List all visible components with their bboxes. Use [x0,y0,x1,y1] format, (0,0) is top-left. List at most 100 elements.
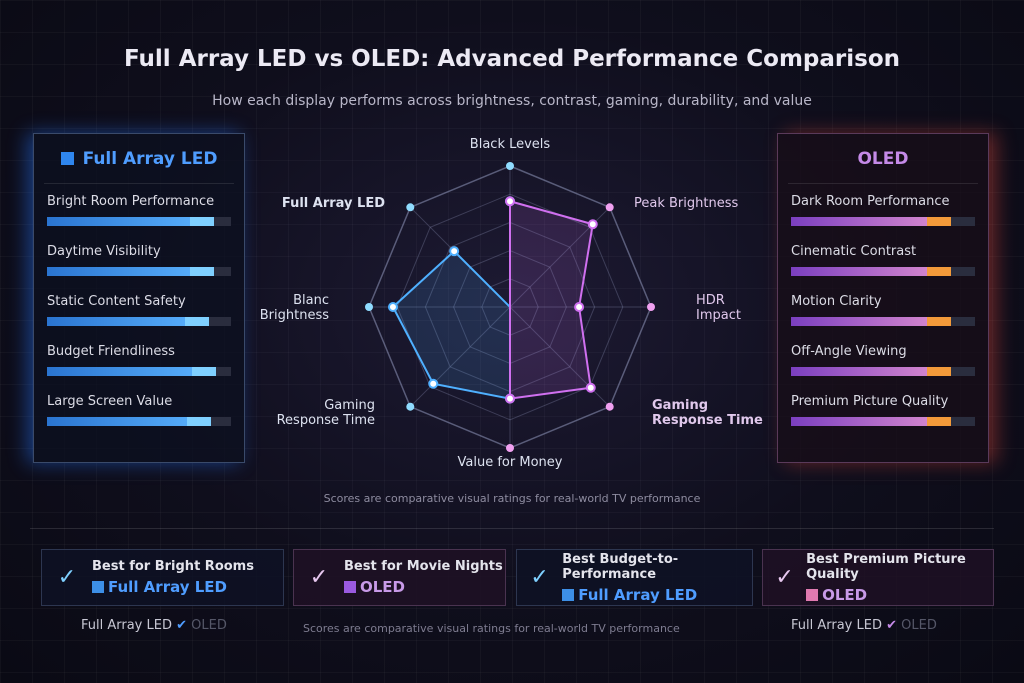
metric-bar-fill [791,367,952,376]
card-winner: OLED [360,578,406,596]
metric-bar [791,267,975,276]
metric-bar-fill [47,317,209,326]
divider [30,528,994,529]
card-title: Best Premium Picture Quality [806,551,966,582]
radar-axis-label: Response Time [277,413,375,428]
metric-label: Daytime Visibility [47,244,161,259]
radar-axis-node [406,402,415,411]
metric-badge [927,217,952,226]
winner-swatch [344,581,356,593]
radar-series-oled [509,199,594,400]
metric-badge [927,267,952,276]
metric-badge [184,317,209,326]
metric-row: Premium Picture Quality [778,384,988,434]
radar-axis-label: Peak Brightness [634,196,738,211]
metric-bar-fill [47,267,215,276]
radar-axis-label: Gaming [652,398,708,413]
radar-spoke [409,306,511,408]
footer-note: Scores are comparative visual ratings fo… [303,622,680,635]
metric-row: Static Content Safety [34,284,244,334]
metric-bar [791,217,975,226]
radar-data-point [505,196,515,207]
metric-bar [791,367,975,376]
page-title: Full Array LED vs OLED: Advanced Perform… [123,46,900,72]
radar-axis-node [647,303,655,311]
metric-bar-fill [791,417,952,426]
metric-label: Cinematic Contrast [791,244,917,259]
winner-swatch [92,581,104,593]
check-icon: ✓ [57,565,77,590]
metric-badge [927,317,952,326]
metric-bar [47,267,231,276]
metric-bar [47,417,231,426]
metric-bar-fill [791,317,952,326]
radar-axis-label: Gaming [324,398,375,413]
radar-axis-label: Black Levels [470,137,551,152]
footer-legend-right: Full Array LED ✔ OLED [791,618,937,633]
check-icon: ✓ [775,565,794,590]
radar-axis-label: Response Time [652,413,763,428]
card-title: Best Budget-to-Performance [562,551,679,582]
metric-label: Motion Clarity [791,294,882,309]
metric-row: Budget Friendliness [34,334,244,384]
metric-badge [927,417,952,426]
card-winner: Full Array LED [108,578,228,596]
card-winner: OLED [822,585,868,604]
metric-row: Large Screen Value [34,384,244,434]
metric-bar-fill [47,367,217,376]
radar-axis-label: Brightness [260,308,329,323]
oled-panel-title: OLED [857,148,909,169]
winner-card: ✓ Best Premium Picture Quality OLED [762,549,994,606]
radar-axis-node [406,203,415,212]
metric-row: Dark Room Performance [778,184,988,234]
winner-card: ✓ Best for Bright Rooms Full Array LED [41,549,284,606]
winner-swatch [806,588,819,601]
winner-swatch [562,588,575,601]
metric-label: Static Content Safety [47,294,186,309]
winner-card: ✓ Best Budget-to-Performance Full Array LE… [516,549,753,606]
card-winner: Full Array LED [578,585,698,604]
check-icon: ✓ [309,565,329,590]
led-panel: Full Array LED Bright Room Performance Da… [33,133,245,463]
metric-badge [186,417,211,426]
metric-row: Bright Room Performance [34,184,244,234]
card-title: Best for Movie Nights [344,559,503,574]
metric-bar-fill [47,417,211,426]
metric-bar [791,417,975,426]
chart-note: Scores are comparative visual ratings fo… [323,492,701,505]
metric-row: Motion Clarity [778,284,988,334]
radar-data-point [387,302,398,312]
radar-axis-node [365,303,373,311]
metric-label: Premium Picture Quality [791,394,949,409]
metric-row: Off-Angle Viewing [778,334,988,384]
metric-label: Bright Room Performance [47,194,215,209]
metric-label: Dark Room Performance [791,194,950,209]
led-swatch [60,152,74,165]
radar-data-point [428,378,439,389]
radar-axis-label: HDR [696,293,725,308]
radar-data-point [587,219,598,230]
radar-data-point [585,382,596,393]
radar-axis-label: Full Array LED [282,196,385,211]
metric-badge [190,267,215,276]
metric-bar [47,217,231,226]
radar-axis-node [605,402,614,411]
metric-row: Cinematic Contrast [778,234,988,284]
footer-legend-left: Full Array LED ✔ OLED [81,618,227,633]
metric-badge [190,217,215,226]
radar-axis-node [506,162,514,170]
radar-axis-label: Impact [696,308,741,323]
metric-bar [47,317,231,326]
led-panel-title: Full Array LED [82,148,218,169]
radar-axis-node [605,203,614,212]
page-subtitle: How each display performs across brightn… [212,93,812,109]
metric-label: Large Screen Value [47,394,173,409]
radar-data-point [574,302,585,312]
winner-card: ✓ Best for Movie Nights OLED [293,549,506,606]
metric-row: Daytime Visibility [34,234,244,284]
radar-data-point [449,246,460,257]
metric-label: Off-Angle Viewing [791,344,907,359]
radar-axis-node [506,444,514,452]
metric-label: Budget Friendliness [47,344,175,359]
